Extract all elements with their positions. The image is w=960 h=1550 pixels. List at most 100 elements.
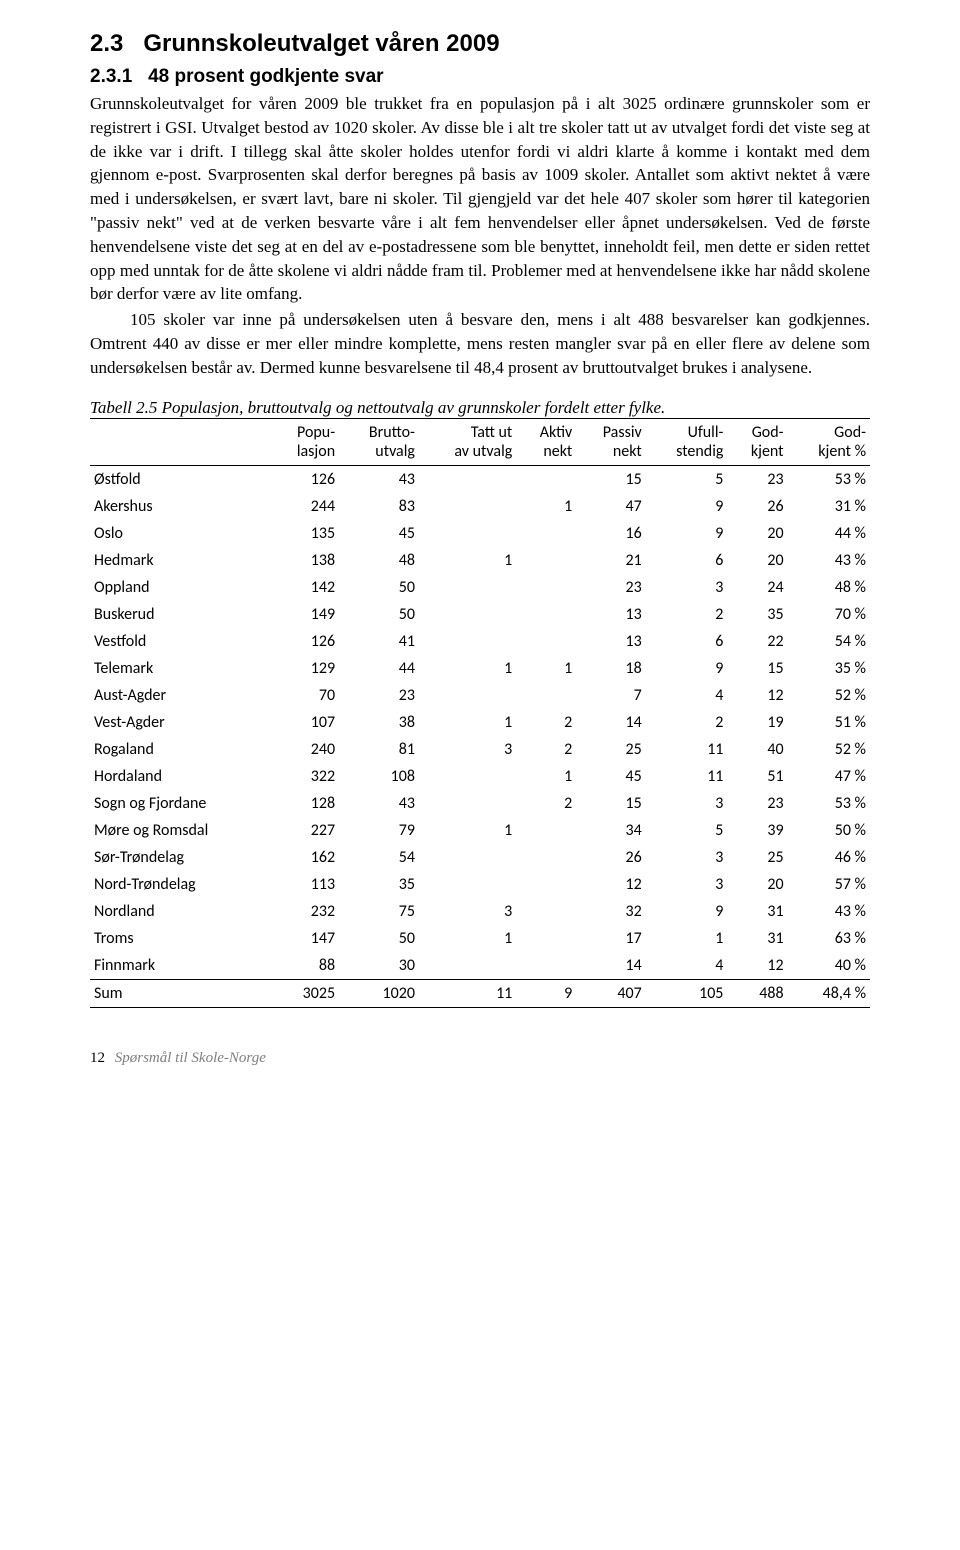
table-header-cell: Ufull-stendig bbox=[646, 418, 728, 465]
page-number: 12 bbox=[90, 1050, 105, 1066]
table-cell: 227 bbox=[271, 817, 339, 844]
table-row: Vestfold126411362254 % bbox=[90, 628, 870, 655]
table-cell: 53 % bbox=[788, 790, 870, 817]
table-cell: 108 bbox=[339, 763, 419, 790]
table-row: Telemark12944111891535 % bbox=[90, 655, 870, 682]
table-cell: 3 bbox=[646, 844, 728, 871]
table-cell: 47 bbox=[576, 493, 645, 520]
table-cell: 88 bbox=[271, 952, 339, 980]
table-cell: 9 bbox=[646, 493, 728, 520]
table-cell: 126 bbox=[271, 628, 339, 655]
table-cell: 3025 bbox=[271, 979, 339, 1007]
paragraph-1: Grunnskoleutvalget for våren 2009 ble tr… bbox=[90, 92, 870, 306]
table-cell bbox=[516, 574, 576, 601]
table-cell: 13 bbox=[576, 601, 645, 628]
table-cell: 240 bbox=[271, 736, 339, 763]
table-cell: 50 % bbox=[788, 817, 870, 844]
table-cell: Aust-Agder bbox=[90, 682, 271, 709]
table-cell: 31 bbox=[727, 925, 787, 952]
table-cell: 1 bbox=[646, 925, 728, 952]
table-cell: 244 bbox=[271, 493, 339, 520]
table-cell: 81 bbox=[339, 736, 419, 763]
table-cell: 50 bbox=[339, 925, 419, 952]
table-cell: Vestfold bbox=[90, 628, 271, 655]
paragraph-2: 105 skoler var inne på undersøkelsen ute… bbox=[90, 308, 870, 379]
table-cell: 135 bbox=[271, 520, 339, 547]
table-cell: 105 bbox=[646, 979, 728, 1007]
table-cell: Hedmark bbox=[90, 547, 271, 574]
table-cell bbox=[516, 547, 576, 574]
table-cell bbox=[516, 817, 576, 844]
table-cell: 15 bbox=[576, 465, 645, 493]
table-cell: 15 bbox=[576, 790, 645, 817]
table-cell bbox=[419, 871, 516, 898]
table-cell: Oppland bbox=[90, 574, 271, 601]
table-cell: 147 bbox=[271, 925, 339, 952]
table-cell: 232 bbox=[271, 898, 339, 925]
table-cell: 1 bbox=[516, 493, 576, 520]
table-header-cell: Passivnekt bbox=[576, 418, 645, 465]
table-cell: Rogaland bbox=[90, 736, 271, 763]
table-cell: 38 bbox=[339, 709, 419, 736]
table-cell: 149 bbox=[271, 601, 339, 628]
table-cell: 46 % bbox=[788, 844, 870, 871]
table-row: Rogaland240813225114052 % bbox=[90, 736, 870, 763]
table-cell: 31 % bbox=[788, 493, 870, 520]
table-cell: 1 bbox=[419, 655, 516, 682]
table-cell: 40 bbox=[727, 736, 787, 763]
table-cell: 21 bbox=[576, 547, 645, 574]
table-row: Nordland2327533293143 % bbox=[90, 898, 870, 925]
page-footer: 12 Spørsmål til Skole-Norge bbox=[90, 1050, 870, 1067]
table-cell bbox=[516, 844, 576, 871]
table-cell: 50 bbox=[339, 601, 419, 628]
table-cell bbox=[516, 601, 576, 628]
table-cell: Troms bbox=[90, 925, 271, 952]
table-cell: 41 bbox=[339, 628, 419, 655]
table-cell: 1 bbox=[516, 763, 576, 790]
table-cell: 20 bbox=[727, 547, 787, 574]
table-cell: 63 % bbox=[788, 925, 870, 952]
table-cell: 25 bbox=[576, 736, 645, 763]
table-cell bbox=[516, 898, 576, 925]
table-cell: 107 bbox=[271, 709, 339, 736]
table-cell: Telemark bbox=[90, 655, 271, 682]
table-cell: 9 bbox=[646, 520, 728, 547]
table-row: Oppland142502332448 % bbox=[90, 574, 870, 601]
table-cell: 20 bbox=[727, 871, 787, 898]
table-cell: 22 bbox=[727, 628, 787, 655]
table-cell: 70 % bbox=[788, 601, 870, 628]
table-row: Sør-Trøndelag162542632546 % bbox=[90, 844, 870, 871]
table-cell: Sum bbox=[90, 979, 271, 1007]
table-cell: 51 % bbox=[788, 709, 870, 736]
table-header-cell: Popu-lasjon bbox=[271, 418, 339, 465]
table-cell: 9 bbox=[646, 898, 728, 925]
table-cell: 32 bbox=[576, 898, 645, 925]
table-row: Aust-Agder7023741252 % bbox=[90, 682, 870, 709]
section-heading: 2.3 Grunnskoleutvalget våren 2009 bbox=[90, 30, 870, 58]
table-cell: 138 bbox=[271, 547, 339, 574]
table-cell: 2 bbox=[516, 790, 576, 817]
table-cell: 5 bbox=[646, 465, 728, 493]
table-cell: 11 bbox=[419, 979, 516, 1007]
table-cell: 4 bbox=[646, 952, 728, 980]
table-cell: 3 bbox=[646, 790, 728, 817]
table-cell: 26 bbox=[576, 844, 645, 871]
table-body: Østfold126431552353 %Akershus24483147926… bbox=[90, 465, 870, 1007]
table-cell: Oslo bbox=[90, 520, 271, 547]
table-row: Sogn og Fjordane1284321532353 % bbox=[90, 790, 870, 817]
table-cell: 23 bbox=[727, 790, 787, 817]
table-cell: 35 bbox=[727, 601, 787, 628]
section-title: Grunnskoleutvalget våren 2009 bbox=[143, 30, 499, 57]
table-cell: 31 bbox=[727, 898, 787, 925]
table-cell: 2 bbox=[516, 709, 576, 736]
table-cell bbox=[516, 520, 576, 547]
table-cell: 9 bbox=[516, 979, 576, 1007]
table-cell: 53 % bbox=[788, 465, 870, 493]
table-cell: Buskerud bbox=[90, 601, 271, 628]
table-cell: 26 bbox=[727, 493, 787, 520]
table-cell: Akershus bbox=[90, 493, 271, 520]
table-row: Buskerud149501323570 % bbox=[90, 601, 870, 628]
table-row: Akershus2448314792631 % bbox=[90, 493, 870, 520]
table-cell: 47 % bbox=[788, 763, 870, 790]
subsection-title: 48 prosent godkjente svar bbox=[148, 66, 383, 87]
